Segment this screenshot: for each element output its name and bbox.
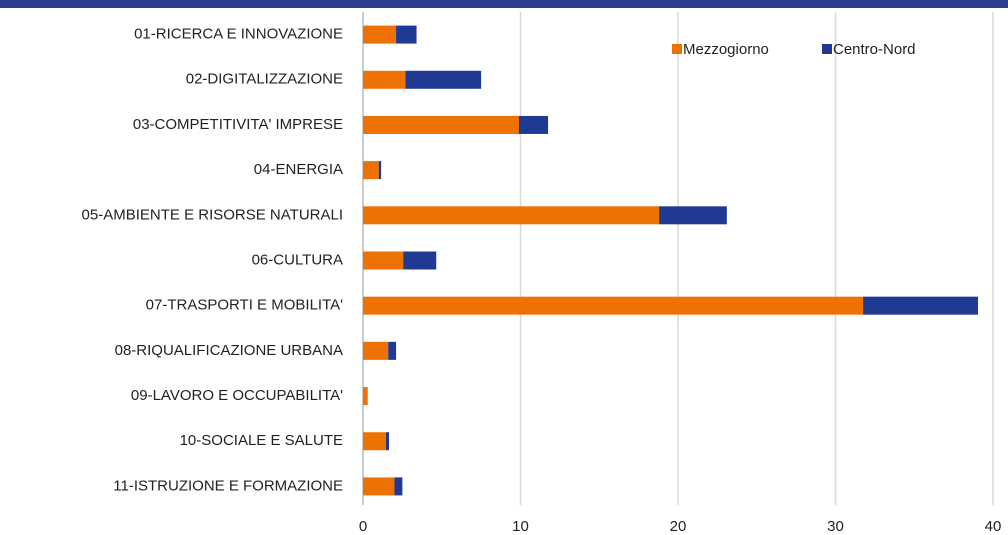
y-tick-label: 07-TRASPORTI E MOBILITA': [146, 297, 343, 314]
x-tick-label: 40: [985, 518, 1002, 535]
bar: [363, 70, 406, 89]
bar: [363, 432, 386, 451]
bar: [363, 387, 368, 406]
y-tick-label: 10-SOCIALE E SALUTE: [180, 432, 343, 449]
header-strip: [0, 0, 1008, 8]
x-tick-label: 20: [670, 518, 687, 535]
bar: [363, 296, 864, 315]
bar: [363, 25, 397, 44]
legend-label: Mezzogiorno: [683, 41, 769, 58]
bar: [363, 206, 660, 225]
y-tick-label: 03-COMPETITIVITA' IMPRESE: [133, 116, 343, 133]
bar: [518, 115, 549, 134]
bar: [385, 432, 389, 451]
y-tick-label: 08-RIQUALIFICAZIONE URBANA: [115, 342, 343, 359]
bar: [363, 251, 404, 270]
y-tick-label: 04-ENERGIA: [254, 161, 343, 178]
bar: [403, 251, 437, 270]
y-tick-label: 02-DIGITALIZZAZIONE: [186, 71, 343, 88]
bar: [863, 296, 979, 315]
y-tick-label: 05-AMBIENTE E RISORSE NATURALI: [82, 206, 343, 223]
bar: [394, 477, 403, 496]
bar: [363, 115, 519, 134]
x-tick-label: 10: [512, 518, 529, 535]
y-tick-label: 11-ISTRUZIONE E FORMAZIONE: [113, 477, 343, 494]
bar: [396, 25, 417, 44]
bar: [378, 161, 382, 180]
bar: [405, 70, 482, 89]
legend-label: Centro-Nord: [833, 41, 916, 58]
y-tick-label: 01-RICERCA E INNOVAZIONE: [134, 26, 343, 43]
x-tick-label: 0: [359, 518, 367, 535]
legend-swatch: [672, 44, 682, 54]
bar: [363, 477, 395, 496]
bar: [659, 206, 727, 225]
x-tick-label: 30: [827, 518, 844, 535]
bar: [363, 161, 379, 180]
y-tick-label: 06-CULTURA: [252, 251, 343, 268]
legend-swatch: [822, 44, 832, 54]
bar: [363, 341, 389, 360]
bar: [388, 341, 397, 360]
y-tick-label: 09-LAVORO E OCCUPABILITA': [131, 387, 343, 404]
